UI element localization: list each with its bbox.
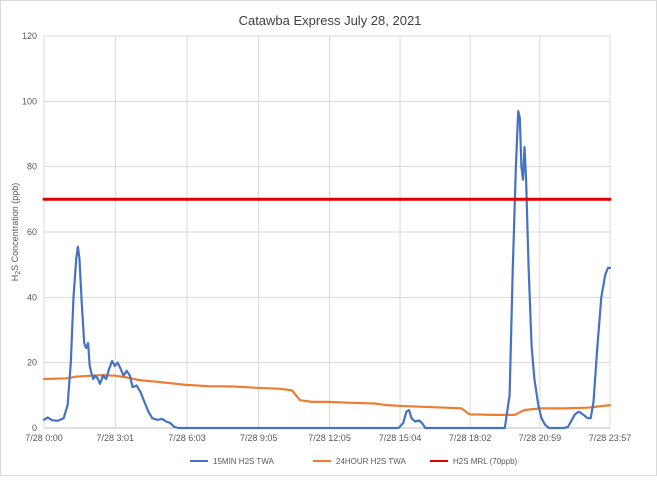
series-line-0: [42, 110, 612, 430]
x-tick-label: 7/28 0:00: [25, 433, 63, 443]
x-tick-label: 7/28 6:03: [168, 433, 206, 443]
x-tick-label: 7/28 9:05: [240, 433, 278, 443]
legend-label: 15MIN H2S TWA: [213, 457, 275, 466]
y-tick-labels: 0 20 40 60 80 100 120: [22, 31, 37, 433]
y-tick-label: 20: [27, 358, 37, 368]
x-tick-label: 7/28 20:59: [519, 433, 562, 443]
y-tick-label: 0: [32, 423, 37, 433]
x-tick-label: 7/28 18:02: [449, 433, 492, 443]
legend-label: 24HOUR H2S TWA: [336, 457, 406, 466]
y-axis-label: H2S Concentration (ppb): [10, 183, 22, 281]
x-tick-label: 7/28 3:01: [97, 433, 135, 443]
x-tick-label: 7/28 15:04: [379, 433, 422, 443]
y-tick-label: 120: [22, 31, 37, 41]
x-tick-label: 7/28 23:57: [589, 433, 632, 443]
chart-title: Catawba Express July 28, 2021: [239, 13, 422, 28]
grid-lines: [43, 35, 611, 429]
x-tick-label: 7/28 12:05: [308, 433, 351, 443]
x-tick-labels: 7/28 0:00 7/28 3:01 7/28 6:03 7/28 9:05 7/28…: [25, 433, 631, 443]
legend: 15MIN H2S TWA 24HOUR H2S TWA H2S MRL (70pp…: [190, 457, 518, 466]
series-lines: [42, 110, 612, 430]
series-line-1: [42, 374, 612, 416]
y-tick-label: 100: [22, 96, 37, 106]
y-tick-label: 80: [27, 162, 37, 172]
legend-label: H2S MRL (70ppb): [453, 457, 518, 466]
y-tick-label: 40: [27, 292, 37, 302]
y-tick-label: 60: [27, 227, 37, 237]
